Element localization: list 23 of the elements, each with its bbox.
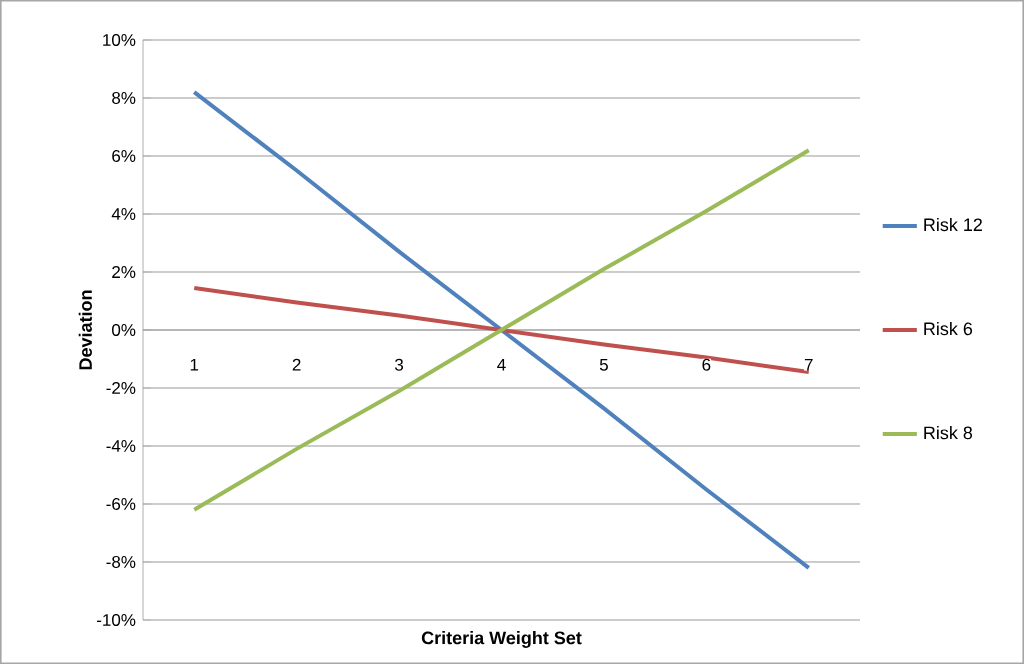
y-axis-title: Deviation bbox=[78, 290, 92, 370]
y-tick-label: -8% bbox=[106, 555, 136, 568]
x-tick-label: 2 bbox=[292, 358, 301, 371]
x-tick-label: 6 bbox=[702, 358, 711, 371]
y-tick-label: -2% bbox=[106, 382, 136, 394]
x-axis-title: Criteria Weight Set bbox=[421, 631, 582, 648]
y-tick-label: 6% bbox=[112, 149, 136, 162]
legend-label: Risk 12 bbox=[924, 217, 982, 232]
x-tick-label: 4 bbox=[497, 358, 506, 371]
x-tick-label: 7 bbox=[804, 358, 813, 371]
y-tick-label: -6% bbox=[106, 497, 136, 510]
y-tick-label: 10% bbox=[103, 33, 136, 46]
legend-label: Risk 8 bbox=[924, 426, 973, 440]
y-tick-label: 2% bbox=[112, 266, 136, 278]
x-tick-label: 1 bbox=[190, 358, 199, 371]
y-tick-label: 8% bbox=[112, 91, 136, 104]
y-tick-label: -4% bbox=[106, 440, 136, 452]
y-tick-label: -10% bbox=[97, 613, 136, 626]
y-tick-label: 0% bbox=[112, 323, 136, 336]
legend-label: Risk 6 bbox=[924, 321, 973, 336]
x-tick-label: 5 bbox=[599, 358, 608, 371]
y-tick-label: 4% bbox=[111, 208, 136, 220]
x-tick-label: 3 bbox=[395, 358, 404, 371]
